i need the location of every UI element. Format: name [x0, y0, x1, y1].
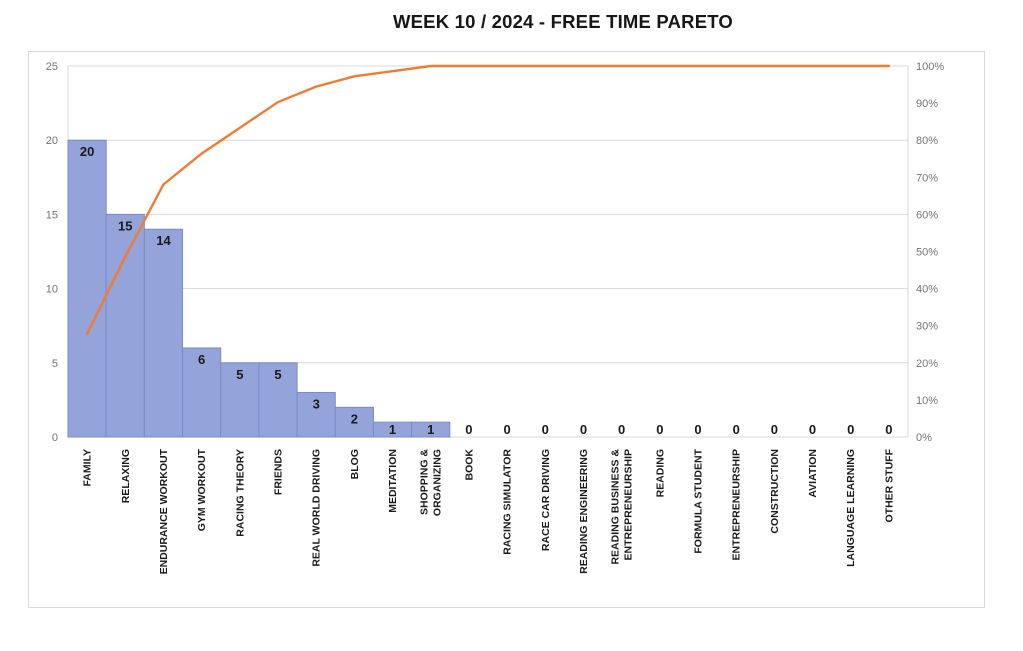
bar-data-label: 5: [274, 367, 281, 382]
bar-data-label: 15: [118, 218, 132, 233]
category-label-line: FORMULA STUDENT: [693, 448, 705, 553]
right-axis-tick-label: 50%: [916, 247, 938, 259]
right-axis-tick-label: 100%: [916, 61, 944, 73]
category-label-line: RACE CAR DRIVING: [540, 449, 552, 551]
pareto-bar: [258, 362, 298, 438]
category-label: FRIENDS: [273, 449, 285, 495]
pareto-bar: [105, 213, 145, 438]
left-axis-tick-label: 25: [46, 61, 58, 73]
bar-data-label: 0: [542, 422, 549, 437]
category-label-line: FRIENDS: [273, 449, 285, 495]
category-label-line: READING BUSINESS &: [610, 449, 622, 565]
category-label-line: RACING SIMULATOR: [502, 449, 514, 555]
chart-title: WEEK 10 / 2024 - FREE TIME PARETO: [392, 11, 734, 32]
category-label-line: ORGANIZING: [432, 449, 444, 516]
left-axis-tick-label: 5: [52, 358, 58, 370]
right-axis-tick-label: 0%: [916, 432, 932, 444]
cumulative-line: [85, 64, 891, 336]
category-label: SHOPPING &ORGANIZING: [419, 449, 444, 517]
category-label: OTHER STUFF: [883, 448, 895, 522]
category-label-line: MEDITATION: [387, 449, 399, 513]
category-label-line: ENDURANCE WORKOUT: [158, 448, 170, 574]
bar-data-label: 0: [694, 422, 701, 437]
pareto-bar: [67, 139, 107, 438]
right-axis-tick-label: 30%: [916, 321, 938, 333]
bar-data-label: 0: [885, 422, 892, 437]
category-label: READING ENGINEERING: [578, 449, 590, 574]
category-label-line: READING: [654, 449, 666, 497]
bar-data-label: 6: [198, 352, 205, 367]
left-axis-tick-label: 15: [46, 209, 58, 221]
category-label: RELAXING: [120, 449, 132, 503]
bar-data-label: 2: [351, 411, 358, 426]
bar-data-label: 0: [809, 422, 816, 437]
category-label-line: OTHER STUFF: [883, 448, 895, 522]
category-label: CONSTRUCTION: [769, 449, 781, 534]
right-axis-tick-label: 20%: [916, 358, 938, 370]
pareto-bar: [411, 421, 451, 438]
category-label-line: RACING THEORY: [234, 449, 246, 537]
category-label: MEDITATION: [387, 449, 399, 513]
category-label-line: ENTREPRENEURSHIP: [623, 449, 635, 560]
right-axis-tick-label: 80%: [916, 135, 938, 147]
category-label: AVIATION: [807, 449, 819, 498]
bar-data-label: 0: [465, 422, 472, 437]
category-label-line: GYM WORKOUT: [196, 448, 208, 531]
right-axis-tick-label: 90%: [916, 98, 938, 110]
bar-data-label: 0: [580, 422, 587, 437]
bar-data-label: 20: [80, 144, 94, 159]
bar-data-label: 0: [733, 422, 740, 437]
bar-data-label: 0: [656, 422, 663, 437]
category-label: LANGUAGE LEARNING: [845, 449, 857, 567]
category-label-line: READING ENGINEERING: [578, 449, 590, 574]
right-axis-tick-label: 60%: [916, 209, 938, 221]
bar-data-label: 3: [313, 396, 320, 411]
bar-data-label: 5: [236, 367, 243, 382]
bar-data-label: 0: [771, 422, 778, 437]
category-label: BLOG: [349, 449, 361, 479]
category-label-line: LANGUAGE LEARNING: [845, 449, 857, 567]
right-axis-tick-label: 10%: [916, 395, 938, 407]
category-label: BOOK: [463, 449, 475, 481]
bar-data-label: 1: [427, 422, 434, 437]
category-label: GYM WORKOUT: [196, 448, 208, 531]
category-label-line: SHOPPING &: [419, 449, 431, 515]
category-label: ENTREPRENEURSHIP: [731, 449, 743, 560]
bar-data-label: 1: [389, 422, 396, 437]
chart-plot-frame: [28, 51, 985, 608]
category-label: ENDURANCE WORKOUT: [158, 448, 170, 574]
category-label-line: AVIATION: [807, 449, 819, 498]
category-label-line: RELAXING: [120, 449, 132, 503]
category-label: REAL WORLD DRIVING: [311, 449, 323, 567]
category-label-line: REAL WORLD DRIVING: [311, 449, 323, 567]
bar-data-label: 0: [503, 422, 510, 437]
left-axis-tick-label: 0: [52, 432, 58, 444]
bar-data-label: 0: [847, 422, 854, 437]
category-label-line: BOOK: [463, 449, 475, 481]
category-label-line: BLOG: [349, 449, 361, 479]
bar-data-label: 14: [156, 233, 171, 248]
category-label: FAMILY: [82, 449, 94, 487]
category-label-line: ENTREPRENEURSHIP: [731, 449, 743, 560]
category-label-line: CONSTRUCTION: [769, 449, 781, 534]
category-label: RACE CAR DRIVING: [540, 449, 552, 551]
left-axis-tick-label: 20: [46, 135, 58, 147]
right-axis-tick-label: 70%: [916, 172, 938, 184]
category-label: READING BUSINESS &ENTREPRENEURSHIP: [610, 449, 635, 565]
category-label: RACING SIMULATOR: [502, 449, 514, 555]
category-label: FORMULA STUDENT: [693, 448, 705, 553]
category-label-line: FAMILY: [82, 449, 94, 487]
category-label: RACING THEORY: [234, 449, 246, 537]
category-label: READING: [654, 449, 666, 497]
left-axis-tick-label: 10: [46, 284, 58, 296]
bar-data-label: 0: [618, 422, 625, 437]
right-axis-tick-label: 40%: [916, 284, 938, 296]
pareto-bar: [143, 228, 184, 438]
